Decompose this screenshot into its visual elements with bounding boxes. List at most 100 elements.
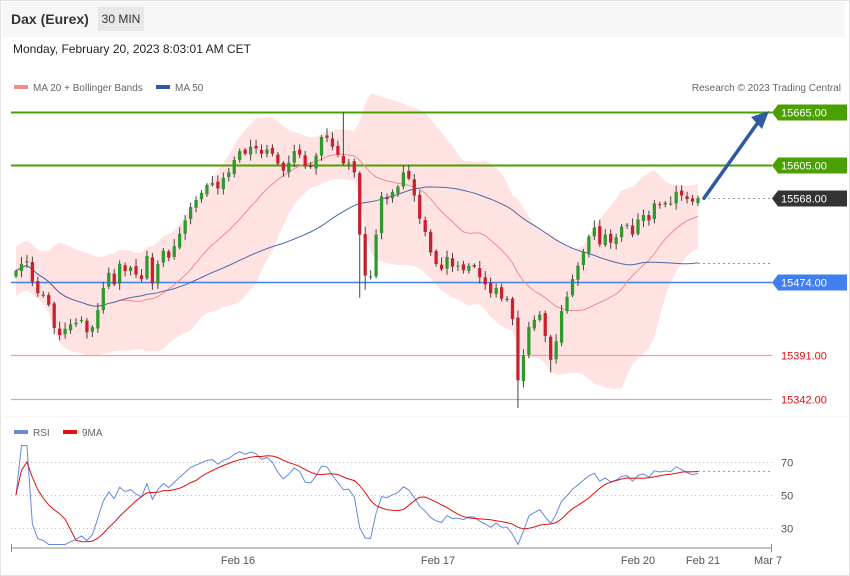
candle (532, 315, 536, 332)
x-tick-label: Mar 7 (754, 555, 782, 567)
support-label: 15342.00 (781, 395, 827, 407)
candle (287, 155, 291, 178)
candle (47, 292, 51, 307)
last-tag-label: 15568.00 (781, 194, 827, 206)
candle (68, 319, 73, 334)
rsi-legend-label: RSI (33, 428, 50, 439)
candle (96, 303, 100, 333)
rsi-tick-70: 70 (781, 458, 793, 470)
rsi-tick-50: 50 (781, 491, 793, 503)
candle (19, 256, 24, 278)
candle (570, 274, 575, 298)
candle (401, 165, 406, 190)
candle (549, 334, 553, 373)
candle (598, 219, 602, 248)
candle (178, 227, 182, 250)
candle (292, 144, 296, 168)
x-tick-label: Feb 16 (221, 555, 255, 567)
level-lines (11, 111, 772, 401)
candle (587, 234, 591, 258)
candle (472, 263, 476, 269)
candle (79, 316, 84, 323)
candle (205, 183, 209, 197)
candle (210, 175, 215, 187)
candle (36, 276, 40, 297)
ma20-legend-swatch (14, 85, 28, 89)
candle (139, 269, 144, 282)
candle (123, 262, 127, 277)
candle (396, 184, 400, 197)
candle (145, 250, 149, 281)
candle (232, 156, 236, 178)
candle (194, 196, 198, 213)
ma50-legend-label: MA 50 (175, 83, 204, 94)
candle (467, 263, 471, 274)
ma50-legend-swatch (156, 85, 170, 89)
candle (101, 281, 105, 314)
candle (118, 260, 122, 290)
candle (412, 174, 416, 202)
candle (58, 321, 62, 341)
candle (390, 189, 395, 203)
candle (538, 311, 542, 322)
resistance-tag (772, 157, 847, 174)
rsi-legend-swatch (14, 430, 28, 434)
candle (696, 195, 700, 206)
candle (85, 317, 89, 339)
candle (483, 271, 487, 290)
rsi-ma-line (15, 455, 699, 543)
resistance-tag-label: 15605.00 (781, 161, 827, 173)
candle (690, 194, 695, 206)
candle (221, 172, 225, 195)
candle (298, 144, 302, 159)
level-tags: 15665.00 15605.00 15568.00 15474.00 15391.00… (772, 104, 847, 407)
candle (494, 283, 498, 298)
candle (363, 226, 367, 290)
candle (434, 249, 438, 267)
candle (478, 260, 482, 284)
bollinger-band (16, 93, 698, 390)
candle (559, 304, 564, 347)
rsi-tick-30: 30 (781, 524, 793, 536)
candle (188, 202, 193, 225)
candle (505, 295, 509, 302)
candle (685, 191, 689, 204)
candle (156, 260, 160, 289)
candle (172, 239, 176, 260)
candle (161, 247, 165, 267)
candle (90, 325, 95, 337)
credit-text: Research © 2023 Trading Central (692, 83, 841, 94)
candle (243, 147, 247, 156)
candle (543, 310, 547, 343)
candle (199, 190, 204, 203)
candle (576, 262, 580, 286)
candle (183, 215, 187, 240)
candle (216, 175, 220, 195)
candle (330, 132, 335, 151)
candle (636, 213, 640, 236)
candle (625, 223, 629, 229)
candle (565, 291, 569, 314)
x-tick-label: Feb 21 (686, 555, 720, 567)
candle (603, 229, 607, 247)
candle (450, 252, 455, 272)
candle (150, 252, 155, 290)
candle (489, 277, 493, 298)
x-tick-label: Feb 20 (621, 555, 655, 567)
candle (674, 185, 678, 210)
candle (347, 159, 351, 170)
candle (663, 200, 667, 208)
candle (423, 216, 427, 237)
candle (325, 128, 329, 143)
forecast-arrow-shaft (702, 119, 761, 200)
candle (25, 255, 29, 268)
bollinger-band-area (16, 93, 698, 390)
timeframe-button[interactable]: 30 MIN (98, 7, 144, 31)
pivot-tag-label: 15474.00 (781, 278, 827, 290)
candle (581, 248, 586, 271)
last-tag (772, 190, 847, 207)
candle (303, 150, 307, 169)
rsi-panel: 70 50 30 (11, 445, 793, 546)
